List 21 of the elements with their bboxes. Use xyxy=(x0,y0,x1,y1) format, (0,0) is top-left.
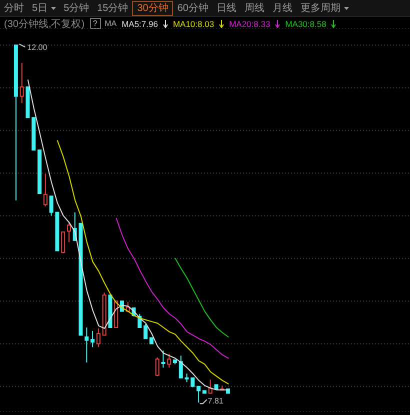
annotation: 7.81 xyxy=(208,396,224,406)
legend-label: MA30:8.58 xyxy=(285,18,326,28)
text: 周线 xyxy=(244,2,266,16)
candlestick xyxy=(90,330,95,348)
text: 15分钟 xyxy=(96,2,130,16)
legend-label: MA20:8.33 xyxy=(229,18,270,28)
text: 更多周期 xyxy=(300,2,342,16)
legend-label: MA5:7.96 xyxy=(122,18,158,28)
legend-title: MA xyxy=(104,19,117,28)
candlestick xyxy=(84,327,89,364)
text: 日线 xyxy=(216,2,238,16)
text: 30分钟 xyxy=(132,0,174,16)
legend-label: MA10:8.03 xyxy=(172,18,214,28)
text: 60分钟 xyxy=(176,2,210,16)
text: 5日 xyxy=(31,2,49,16)
text: 月线 xyxy=(272,2,294,16)
annotation: 12.00 xyxy=(27,43,48,52)
chart-subtitle: (30分钟线,不复权) xyxy=(4,18,85,30)
help-icon: ? xyxy=(90,18,101,29)
text: 5分钟 xyxy=(62,2,90,16)
text: 分时 xyxy=(3,2,25,16)
